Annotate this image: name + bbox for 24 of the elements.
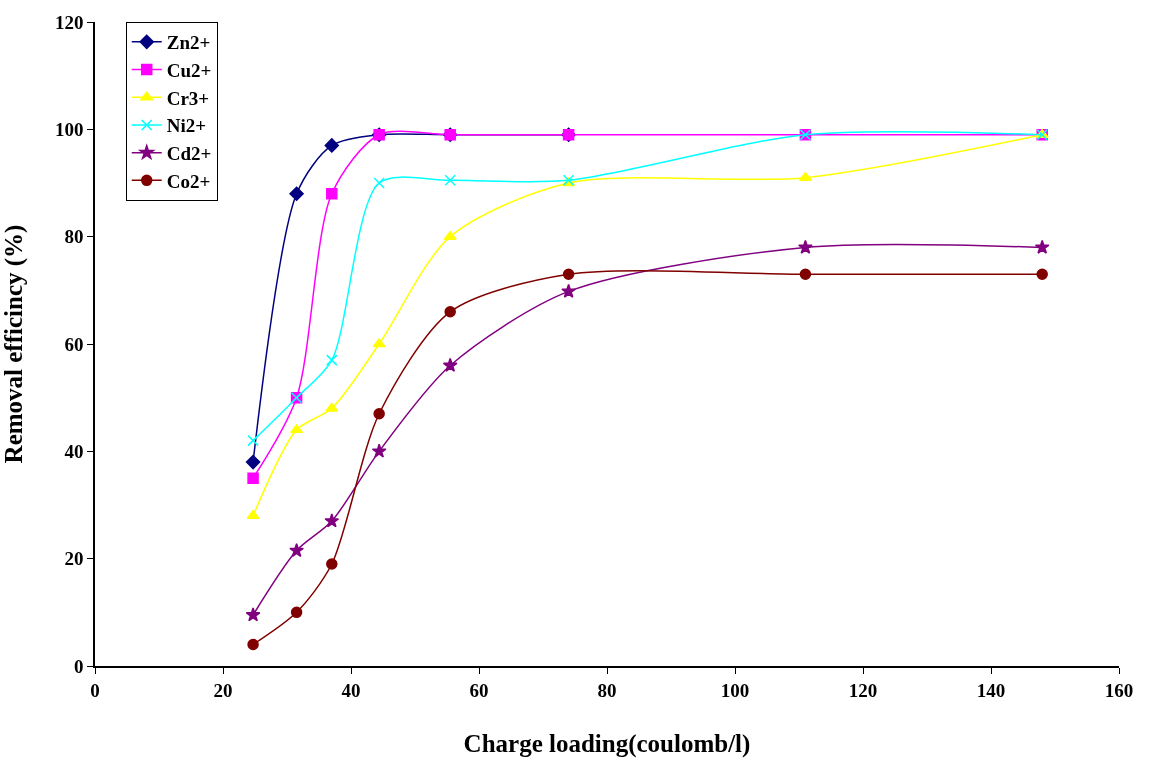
x-tick-label: 140	[976, 679, 1006, 701]
x-tick-label: 60	[469, 679, 489, 701]
y-tick-label: 20	[64, 548, 84, 570]
legend-label: Cr3+	[166, 87, 210, 109]
x-tick-label: 0	[90, 679, 100, 701]
legend-label: Cu2+	[166, 59, 212, 81]
y-tick-label: 120	[54, 11, 84, 33]
legend-label: Cd2+	[166, 143, 212, 165]
y-tick-label: 100	[54, 118, 84, 140]
y-tick-label: 40	[64, 440, 84, 462]
x-tick-label: 80	[597, 679, 617, 701]
legend-label: Zn2+	[166, 32, 211, 54]
x-tick-label: 100	[720, 679, 750, 701]
x-tick-label: 120	[848, 679, 878, 701]
x-tick-label: 20	[213, 679, 233, 701]
legend-label: Ni2+	[166, 115, 207, 137]
legend-label: Co2+	[166, 170, 211, 192]
y-tick-label: 0	[73, 655, 84, 677]
y-tick-label: 80	[64, 226, 84, 248]
y-tick-label: 60	[64, 333, 84, 355]
y-axis-title: Removal efficincy (%)	[0, 224, 29, 464]
x-axis-title: Charge loading(coulomb/l)	[463, 730, 751, 759]
x-tick-label: 160	[1104, 679, 1134, 701]
x-tick-label: 40	[341, 679, 361, 701]
